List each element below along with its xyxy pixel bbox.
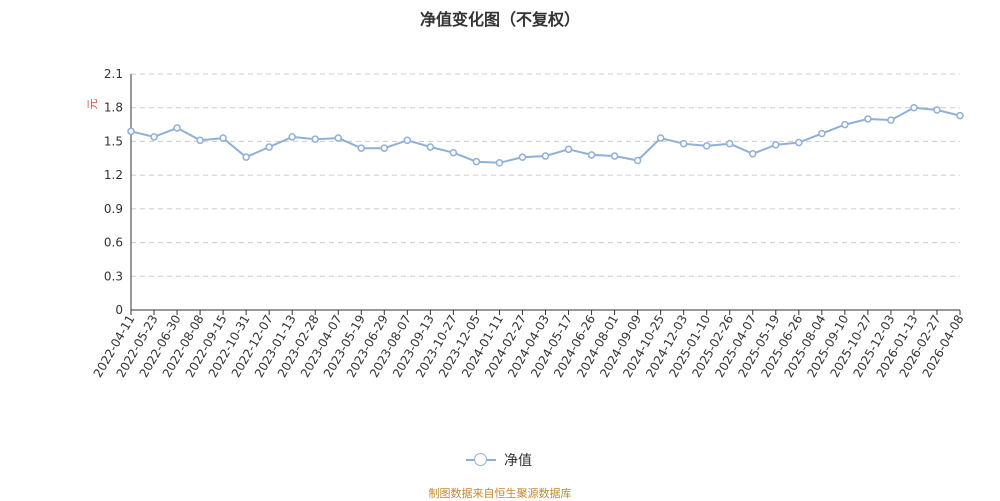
data-point[interactable] bbox=[242, 153, 250, 161]
y-tick-labels: 0 0.3 0.6 0.9 1.2 1.5 1.8 2.1 bbox=[104, 67, 123, 317]
data-point[interactable] bbox=[749, 150, 757, 158]
data-point[interactable] bbox=[288, 133, 296, 141]
y-tick-label: 1.2 bbox=[104, 168, 123, 182]
data-point[interactable] bbox=[518, 153, 527, 161]
x-tick-labels: 2022-04-112022-05-232022-06-302022-08-08… bbox=[91, 312, 967, 379]
data-point[interactable] bbox=[887, 116, 895, 124]
data-point[interactable] bbox=[956, 111, 964, 120]
data-point[interactable] bbox=[449, 148, 458, 157]
legend[interactable]: 净值 bbox=[466, 450, 532, 470]
data-point[interactable] bbox=[127, 127, 135, 136]
axes bbox=[130, 74, 961, 315]
data-point[interactable] bbox=[564, 145, 573, 154]
data-point[interactable] bbox=[150, 133, 158, 141]
legend-label: 净值 bbox=[504, 453, 532, 469]
legend-marker bbox=[466, 450, 496, 470]
data-point[interactable] bbox=[426, 143, 435, 151]
data-point[interactable] bbox=[679, 139, 688, 148]
data-point[interactable] bbox=[495, 159, 504, 167]
y-tick-label: 2.1 bbox=[104, 67, 123, 81]
data-point[interactable] bbox=[219, 134, 227, 142]
y-axis-label: 元 bbox=[86, 99, 99, 110]
data-point[interactable] bbox=[772, 141, 780, 149]
y-tick-label: 1.5 bbox=[104, 134, 123, 148]
source-note: 制图数据来自恒生聚源数据库 bbox=[428, 487, 572, 500]
data-point[interactable] bbox=[610, 152, 619, 160]
data-point[interactable] bbox=[910, 103, 918, 112]
data-point[interactable] bbox=[725, 139, 734, 148]
data-point[interactable] bbox=[702, 142, 711, 150]
data-point[interactable] bbox=[633, 156, 642, 165]
data-point[interactable] bbox=[173, 124, 181, 132]
data-point[interactable] bbox=[265, 143, 273, 151]
data-point[interactable] bbox=[587, 151, 596, 159]
y-tick-label: 1.8 bbox=[104, 101, 123, 115]
data-point[interactable] bbox=[380, 144, 389, 152]
y-tick-label: 0.3 bbox=[104, 269, 123, 283]
series-points bbox=[127, 103, 964, 167]
data-point[interactable] bbox=[311, 135, 319, 143]
data-point[interactable] bbox=[864, 115, 872, 123]
data-point[interactable] bbox=[357, 144, 366, 152]
gridlines bbox=[131, 73, 960, 277]
data-point[interactable] bbox=[656, 134, 665, 142]
y-tick-label: 0 bbox=[115, 303, 123, 317]
data-point[interactable] bbox=[795, 138, 803, 147]
data-point[interactable] bbox=[334, 134, 342, 142]
data-point[interactable] bbox=[933, 106, 941, 114]
y-tick-label: 0.9 bbox=[104, 202, 123, 216]
data-point[interactable] bbox=[196, 136, 204, 145]
data-point[interactable] bbox=[472, 157, 481, 166]
data-point[interactable] bbox=[403, 136, 412, 145]
data-point[interactable] bbox=[841, 120, 849, 129]
data-point[interactable] bbox=[541, 152, 550, 160]
data-point[interactable] bbox=[818, 129, 826, 138]
chart-title: 净值变化图（不复权） bbox=[419, 10, 580, 29]
y-tick-label: 0.6 bbox=[104, 236, 123, 250]
